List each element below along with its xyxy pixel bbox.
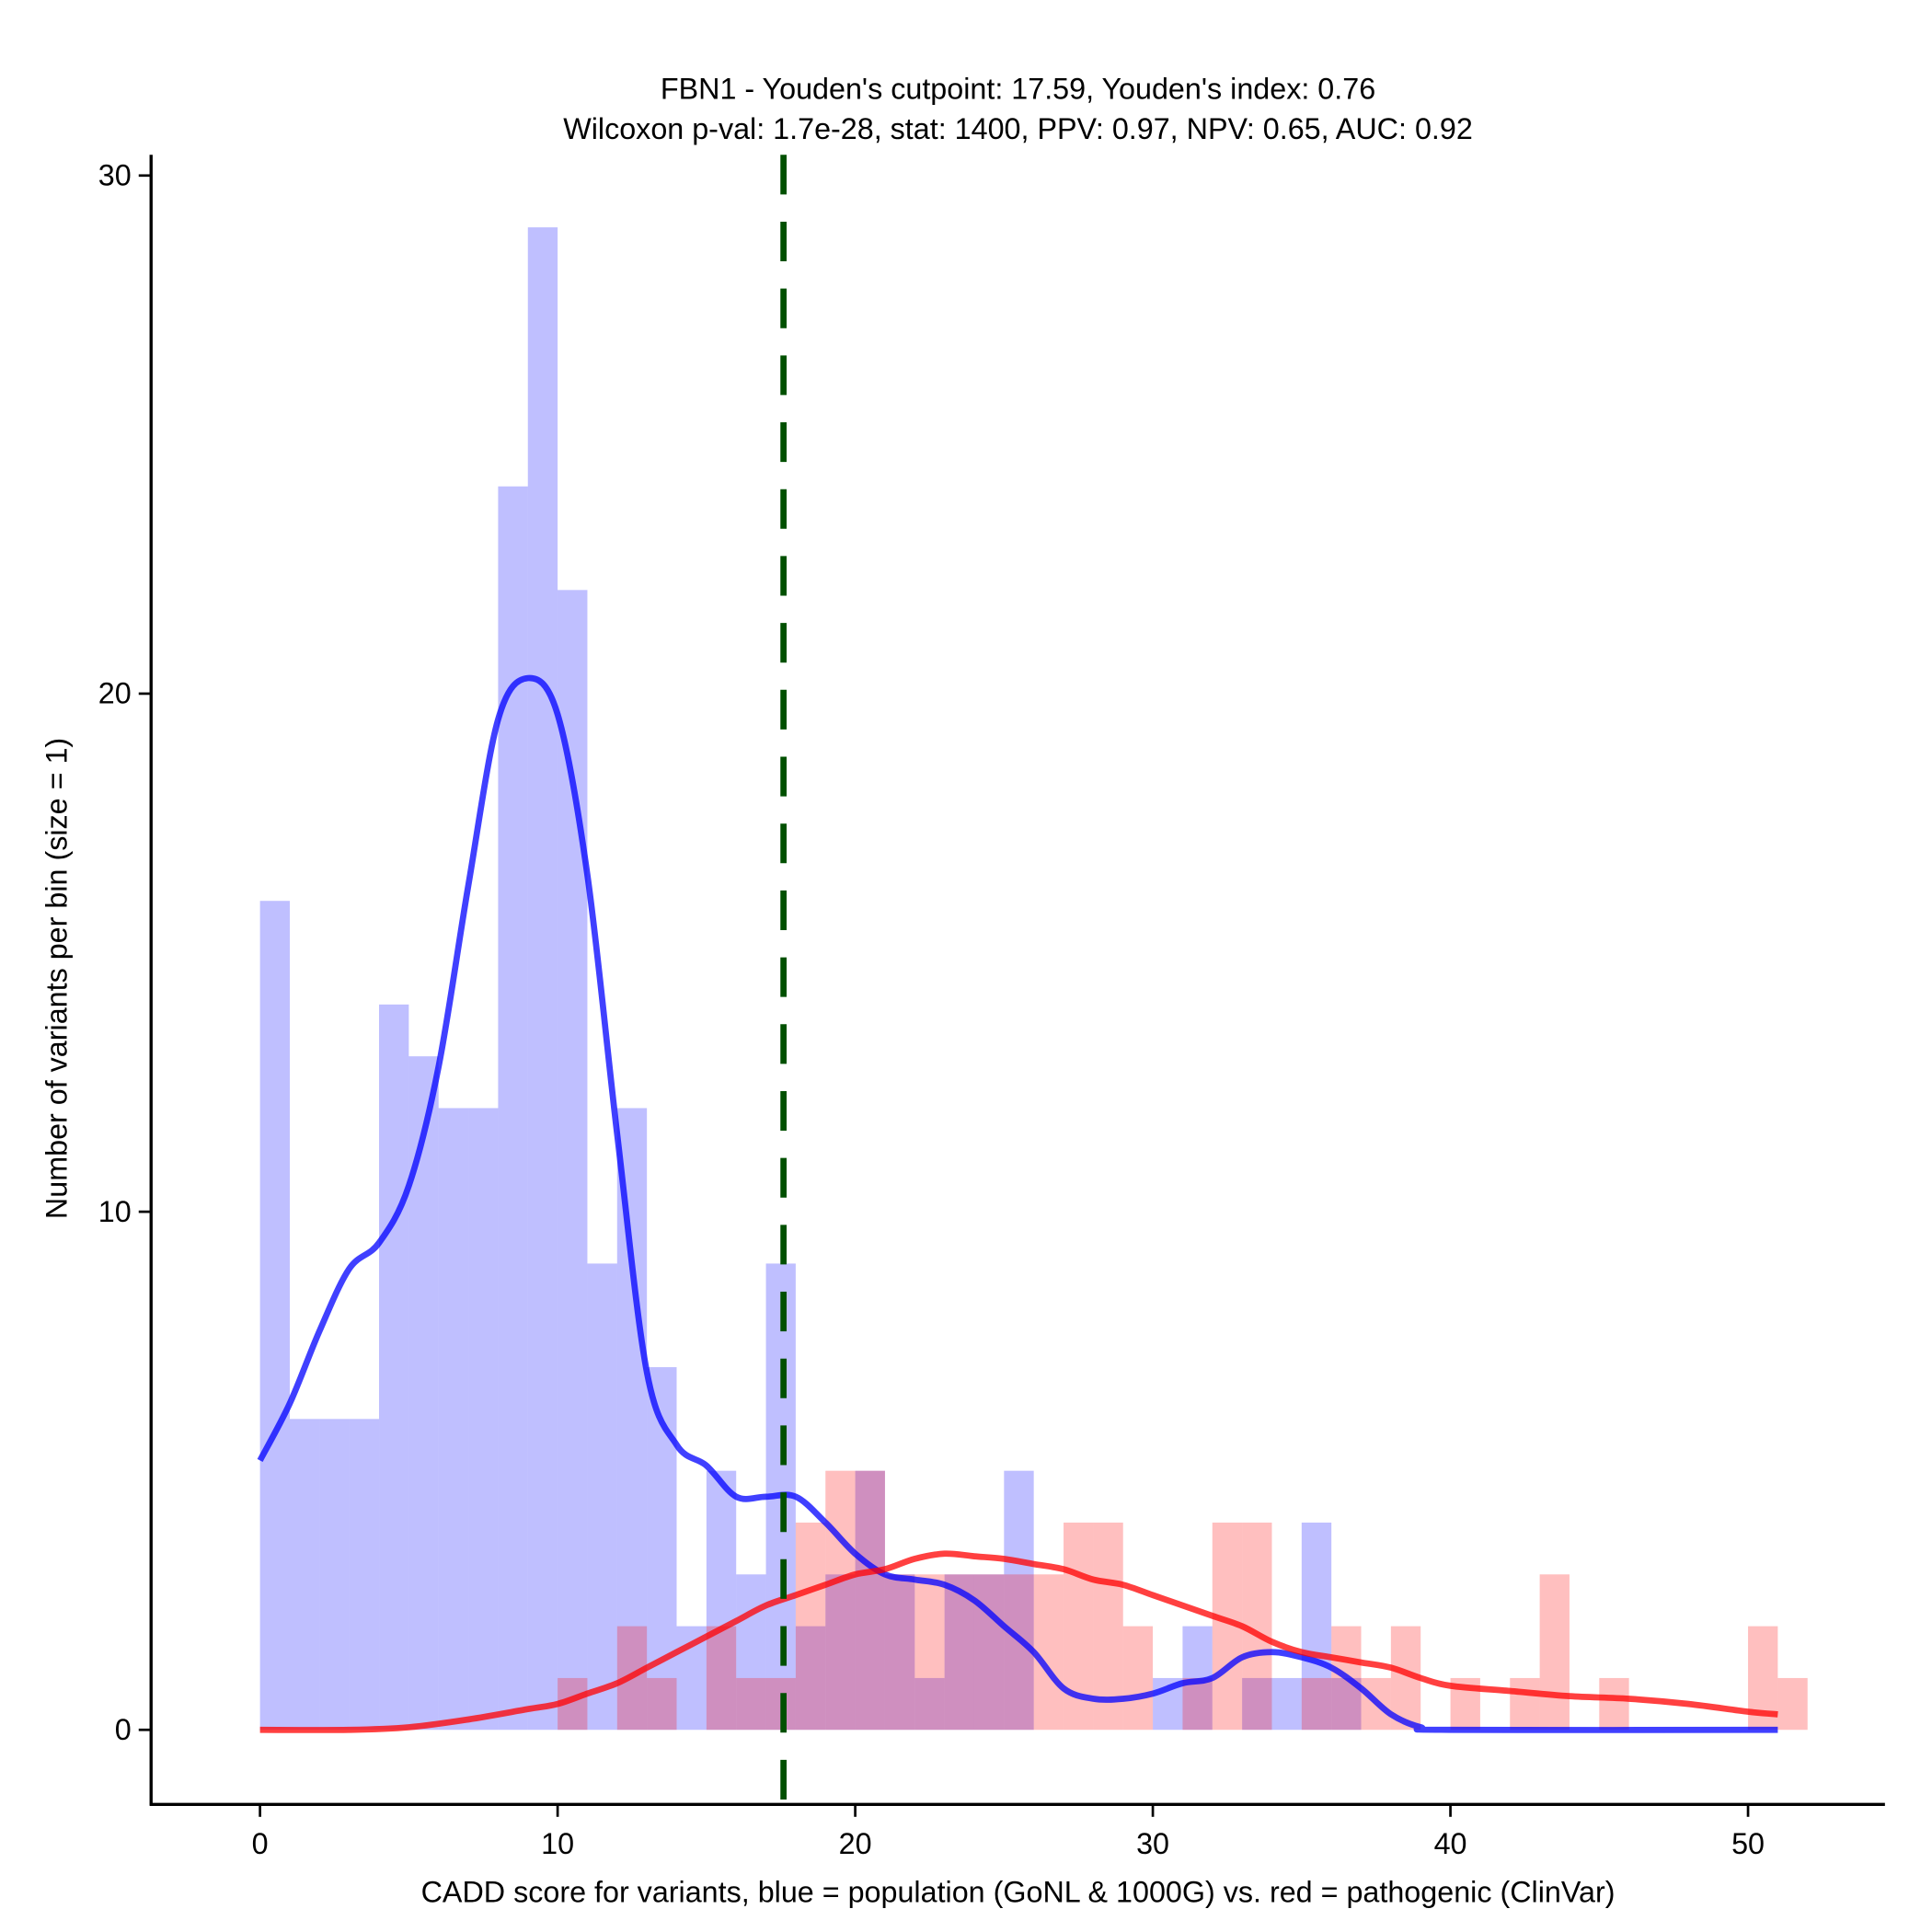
x-tick-label: 50 bbox=[1731, 1827, 1765, 1860]
x-axis-label: CADD score for variants, blue = populati… bbox=[421, 1876, 1616, 1909]
population-bar bbox=[587, 1263, 617, 1731]
pathogenic-bar bbox=[1033, 1574, 1064, 1731]
pathogenic-bar bbox=[706, 1626, 737, 1731]
population-bar bbox=[379, 1004, 409, 1731]
pathogenic-bar bbox=[736, 1677, 766, 1731]
pathogenic-bar bbox=[1004, 1574, 1034, 1731]
pathogenic-bar bbox=[1510, 1677, 1540, 1731]
pathogenic-bar bbox=[855, 1470, 885, 1731]
x-tick-label: 20 bbox=[839, 1827, 872, 1860]
density-curves bbox=[257, 674, 1778, 1733]
x-tick-label: 0 bbox=[252, 1827, 269, 1860]
population-bar bbox=[855, 1470, 885, 1731]
population-bar bbox=[736, 1574, 766, 1731]
population-bar bbox=[319, 1419, 350, 1731]
pathogenic-bar bbox=[1182, 1677, 1213, 1731]
population-bar bbox=[1271, 1677, 1302, 1731]
y-tick-label: 10 bbox=[98, 1195, 132, 1228]
population-bar bbox=[1004, 1470, 1034, 1731]
pathogenic-density-curve bbox=[259, 1550, 1778, 1733]
population-bar bbox=[1301, 1522, 1332, 1731]
x-tick-label: 30 bbox=[1136, 1827, 1169, 1860]
chart-title-line1: FBN1 - Youden's cutpoint: 17.59, Youden'… bbox=[661, 73, 1375, 106]
population-bar bbox=[616, 1108, 648, 1731]
pathogenic-bar bbox=[647, 1677, 677, 1731]
population-bar bbox=[438, 1108, 469, 1731]
x-tick-label: 10 bbox=[541, 1827, 574, 1860]
population-bar bbox=[468, 1108, 499, 1731]
pathogenic-bar bbox=[973, 1574, 1005, 1731]
pathogenic-bar bbox=[884, 1574, 915, 1731]
pathogenic-bar bbox=[914, 1574, 945, 1731]
y-tick-label: 30 bbox=[98, 159, 132, 192]
y-axis-label: Number of variants per bin (size = 1) bbox=[40, 738, 74, 1219]
population-bar bbox=[558, 590, 588, 1731]
pathogenic-bar bbox=[1599, 1677, 1629, 1731]
axes: 0 10 20 30 40 50 0 10 20 30 bbox=[98, 155, 1885, 1860]
population-bar bbox=[527, 227, 558, 1731]
population-density-curve bbox=[257, 674, 1778, 1733]
population-bar bbox=[349, 1419, 380, 1731]
x-tick-label: 40 bbox=[1434, 1827, 1467, 1860]
population-bar bbox=[498, 486, 528, 1731]
population-bars bbox=[259, 227, 1362, 1731]
pathogenic-bar bbox=[1093, 1522, 1123, 1731]
pathogenic-bar bbox=[1301, 1677, 1332, 1731]
y-tick-label: 20 bbox=[98, 677, 132, 710]
y-tick-label: 0 bbox=[115, 1713, 132, 1746]
population-bar bbox=[1242, 1677, 1272, 1731]
pathogenic-bar bbox=[1777, 1677, 1808, 1731]
population-bar bbox=[795, 1626, 826, 1731]
pathogenic-bar bbox=[1122, 1626, 1154, 1731]
pathogenic-bar bbox=[795, 1522, 826, 1731]
population-bar bbox=[825, 1574, 856, 1731]
population-bar bbox=[408, 1056, 439, 1731]
population-bar bbox=[914, 1677, 945, 1731]
population-bar bbox=[884, 1574, 915, 1731]
population-bar bbox=[706, 1470, 737, 1731]
population-bar bbox=[259, 901, 290, 1731]
pathogenic-bar bbox=[1539, 1574, 1570, 1731]
pathogenic-bar bbox=[825, 1470, 856, 1731]
pathogenic-bars bbox=[558, 1470, 1808, 1731]
population-bar bbox=[289, 1419, 320, 1731]
chart-title-line2: Wilcoxon p-val: 1.7e-28, stat: 1400, PPV… bbox=[563, 112, 1473, 145]
